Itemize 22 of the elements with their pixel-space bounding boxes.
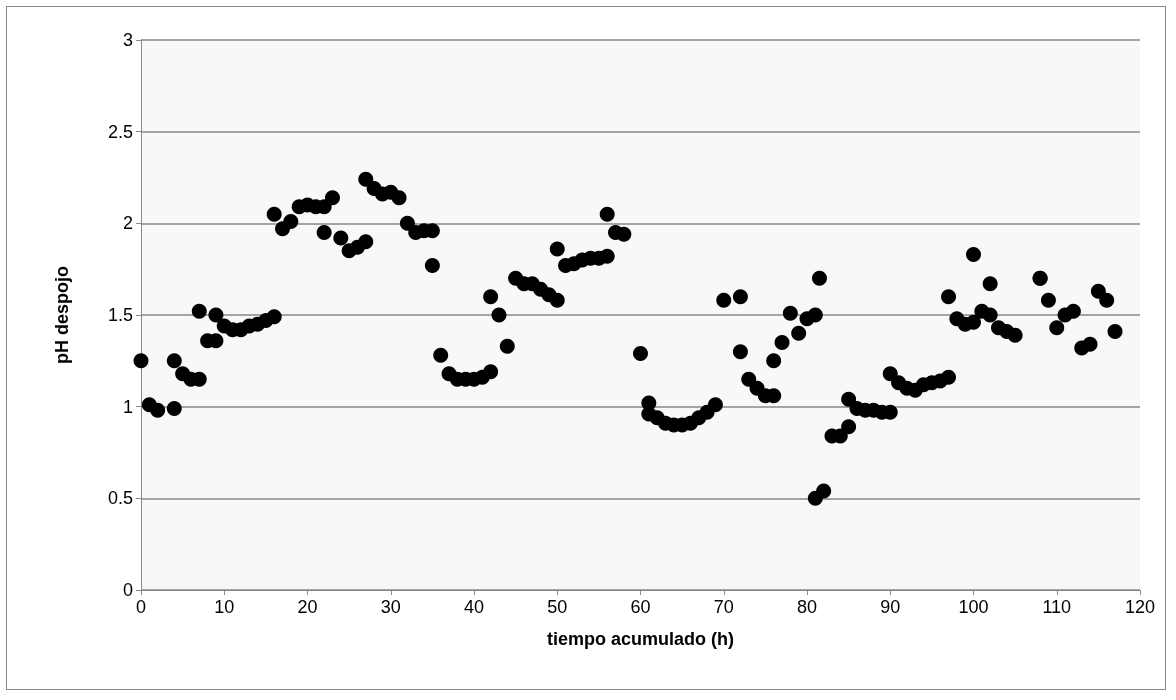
y-tick-label: 2 [122, 213, 133, 234]
x-axis-title: tiempo acumulado (h) [546, 629, 735, 649]
x-tick-label: 120 [1124, 597, 1156, 617]
y-tick-label: 0 [122, 580, 133, 600]
y-tick-label: 2.5 [107, 121, 133, 142]
x-tick-label: 20 [297, 597, 318, 617]
x-tick-label: 100 [958, 597, 989, 617]
x-tick-label: 40 [463, 597, 485, 617]
x-tick-label: 0 [135, 597, 147, 617]
x-tick-label: 50 [547, 597, 568, 617]
y-tick-label: 3 [122, 30, 133, 50]
y-tick-label: 1.5 [107, 305, 133, 325]
x-tick-label: 30 [380, 597, 401, 617]
x-tick-label: 80 [796, 597, 818, 617]
x-tick-label: 110 [1042, 597, 1072, 617]
x-tick-label: 90 [880, 597, 901, 617]
x-tick-label: 60 [630, 597, 651, 617]
x-tick-label: 70 [713, 597, 734, 617]
y-tick-label: 1 [122, 396, 133, 417]
y-axis-title: pH despojo [52, 266, 72, 364]
y-tick-label: 0.5 [107, 488, 133, 509]
x-tick-label: 10 [214, 597, 235, 617]
